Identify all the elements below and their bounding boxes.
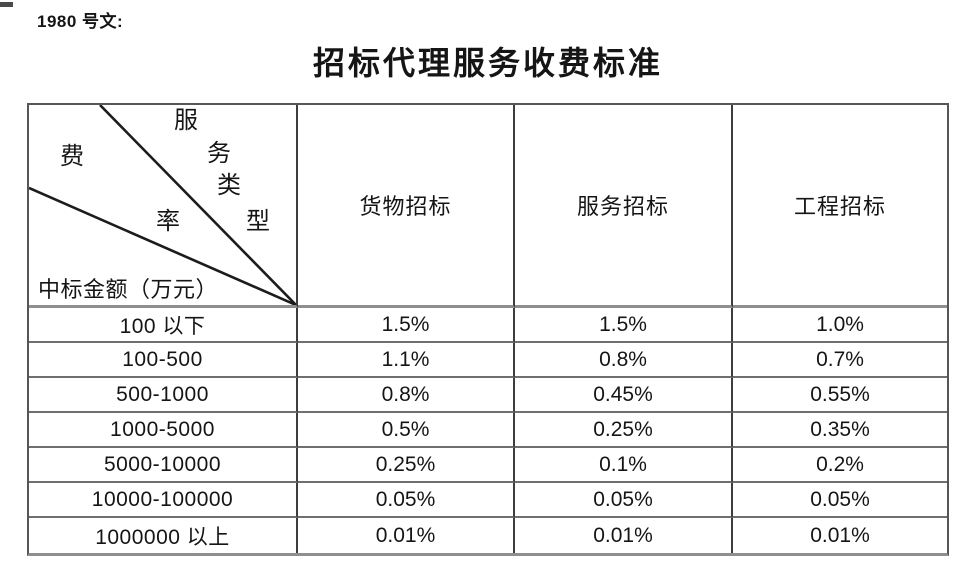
rate-cell: 0.25% — [298, 448, 515, 483]
doc-number-label: 1980 号文: — [37, 12, 124, 31]
row-range-cell: 500-1000 — [29, 378, 298, 413]
rate-cell: 0.1% — [515, 448, 733, 483]
fee-standard-table: 服 务 类 型 费 率 中标金额（万元） 货物招标 服务招标 工程招标 100 … — [27, 103, 949, 556]
row-range-cell: 10000-100000 — [29, 483, 298, 518]
rate-cell: 0.45% — [515, 378, 733, 413]
rate-cell: 1.5% — [298, 308, 515, 343]
column-header-goods: 货物招标 — [298, 105, 515, 308]
page-edge-artifact — [0, 2, 13, 7]
corner-label-service-type-char: 型 — [246, 209, 270, 235]
page-title: 招标代理服务收费标准 — [312, 45, 663, 81]
rate-cell: 0.01% — [298, 518, 515, 553]
corner-label-service-type-char: 服 — [174, 108, 198, 134]
corner-label-fee-rate-char: 率 — [156, 209, 180, 235]
corner-label-service-type-char: 类 — [217, 173, 241, 199]
rate-cell: 0.05% — [515, 483, 733, 518]
diagonal-line-upper — [99, 105, 296, 305]
row-range-cell: 1000-5000 — [29, 413, 298, 448]
rate-cell: 0.7% — [733, 343, 947, 378]
diagonal-lines — [29, 105, 296, 305]
row-range-cell: 100-500 — [29, 343, 298, 378]
corner-label-service-type-char: 务 — [207, 141, 231, 167]
corner-label-amount: 中标金额（万元） — [38, 277, 219, 302]
rate-cell: 0.2% — [733, 448, 947, 483]
column-header-service: 服务招标 — [515, 105, 733, 308]
row-range-cell: 100 以下 — [29, 308, 298, 343]
row-range-cell: 5000-10000 — [29, 448, 298, 483]
rate-cell: 0.8% — [298, 378, 515, 413]
rate-cell: 1.0% — [733, 308, 947, 343]
rate-cell: 0.35% — [733, 413, 947, 448]
rate-cell: 0.05% — [298, 483, 515, 518]
column-header-engineering: 工程招标 — [733, 105, 947, 308]
rate-cell: 1.5% — [515, 308, 733, 343]
diagonal-line-lower — [29, 186, 296, 305]
corner-label-fee-rate-char: 费 — [60, 144, 84, 170]
rate-cell: 1.1% — [298, 343, 515, 378]
rate-cell: 0.05% — [733, 483, 947, 518]
rate-cell: 0.01% — [515, 518, 733, 553]
rate-cell: 0.5% — [298, 413, 515, 448]
row-range-cell: 1000000 以上 — [29, 518, 298, 553]
corner-header-cell: 服 务 类 型 费 率 中标金额（万元） — [29, 105, 298, 308]
rate-cell: 0.55% — [733, 378, 947, 413]
rate-cell: 0.25% — [515, 413, 733, 448]
rate-cell: 0.01% — [810, 523, 870, 547]
rate-cell: 0.8% — [515, 343, 733, 378]
